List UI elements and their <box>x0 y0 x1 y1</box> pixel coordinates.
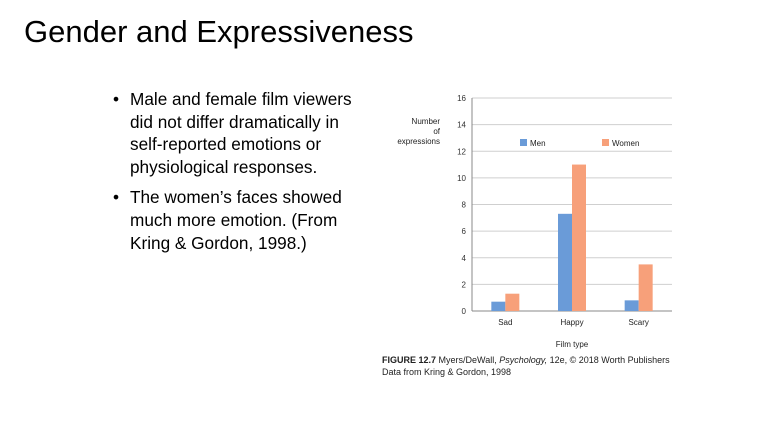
bar-women-scary <box>638 264 653 311</box>
legend-label-men: Men <box>530 139 546 148</box>
figure-caption: FIGURE 12.7 Myers/DeWall, Psychology, 12… <box>382 354 702 378</box>
caption-line-2: Data from Kring & Gordon, 1998 <box>382 367 512 377</box>
y-tick-label: 8 <box>462 201 467 210</box>
y-tick-label: 14 <box>457 121 466 130</box>
caption-figure-label: FIGURE 12.7 <box>382 355 437 365</box>
bar-men-scary <box>624 300 639 311</box>
bullet-text: The women’s faces showed much more emoti… <box>130 187 342 253</box>
bullet-glyph: • <box>113 89 120 109</box>
x-axis-label: Film type <box>556 340 589 349</box>
x-tick-label: Scary <box>628 318 648 327</box>
y-axis-label: of <box>433 127 440 136</box>
caption-line-1: FIGURE 12.7 Myers/DeWall, Psychology, 12… <box>382 354 702 366</box>
bar-men-sad <box>491 301 506 311</box>
chart-container: 0 2 4 6 8 10 12 14 16 Number of expressions Sad Happy… <box>380 86 680 386</box>
caption-authors: Myers/DeWall, <box>438 355 497 365</box>
y-axis-label: Number <box>412 117 441 126</box>
y-tick-label: 16 <box>457 94 466 103</box>
bar-men-happy <box>558 213 572 311</box>
y-tick-label: 2 <box>462 280 467 289</box>
bullet-item: • The women’s faces showed much more emo… <box>108 186 363 254</box>
y-tick-label: 0 <box>462 307 467 316</box>
bullet-text: Male and female film viewers did not dif… <box>130 89 352 177</box>
y-tick-label: 4 <box>462 254 467 263</box>
bullet-glyph: • <box>113 187 120 208</box>
caption-book: Psychology, <box>499 355 548 365</box>
bullet-item: • Male and female film viewers did not d… <box>108 88 363 178</box>
bar-women-sad <box>505 293 520 311</box>
caption-rest: 12e, © 2018 Worth Publishers <box>549 355 670 365</box>
x-tick-label: Happy <box>560 318 583 327</box>
legend-label-women: Women <box>612 139 639 148</box>
x-tick-label: Sad <box>498 318 512 327</box>
slide-title: Gender and Expressiveness <box>24 14 414 49</box>
legend-swatch-women <box>602 139 609 146</box>
legend-swatch-men <box>520 139 527 146</box>
y-tick-label: 12 <box>457 147 466 156</box>
bullet-list: • Male and female film viewers did not d… <box>108 88 363 262</box>
bar-women-happy <box>572 164 586 311</box>
y-axis-label: expressions <box>397 137 440 146</box>
y-tick-label: 10 <box>457 174 466 183</box>
y-tick-label: 6 <box>462 227 467 236</box>
